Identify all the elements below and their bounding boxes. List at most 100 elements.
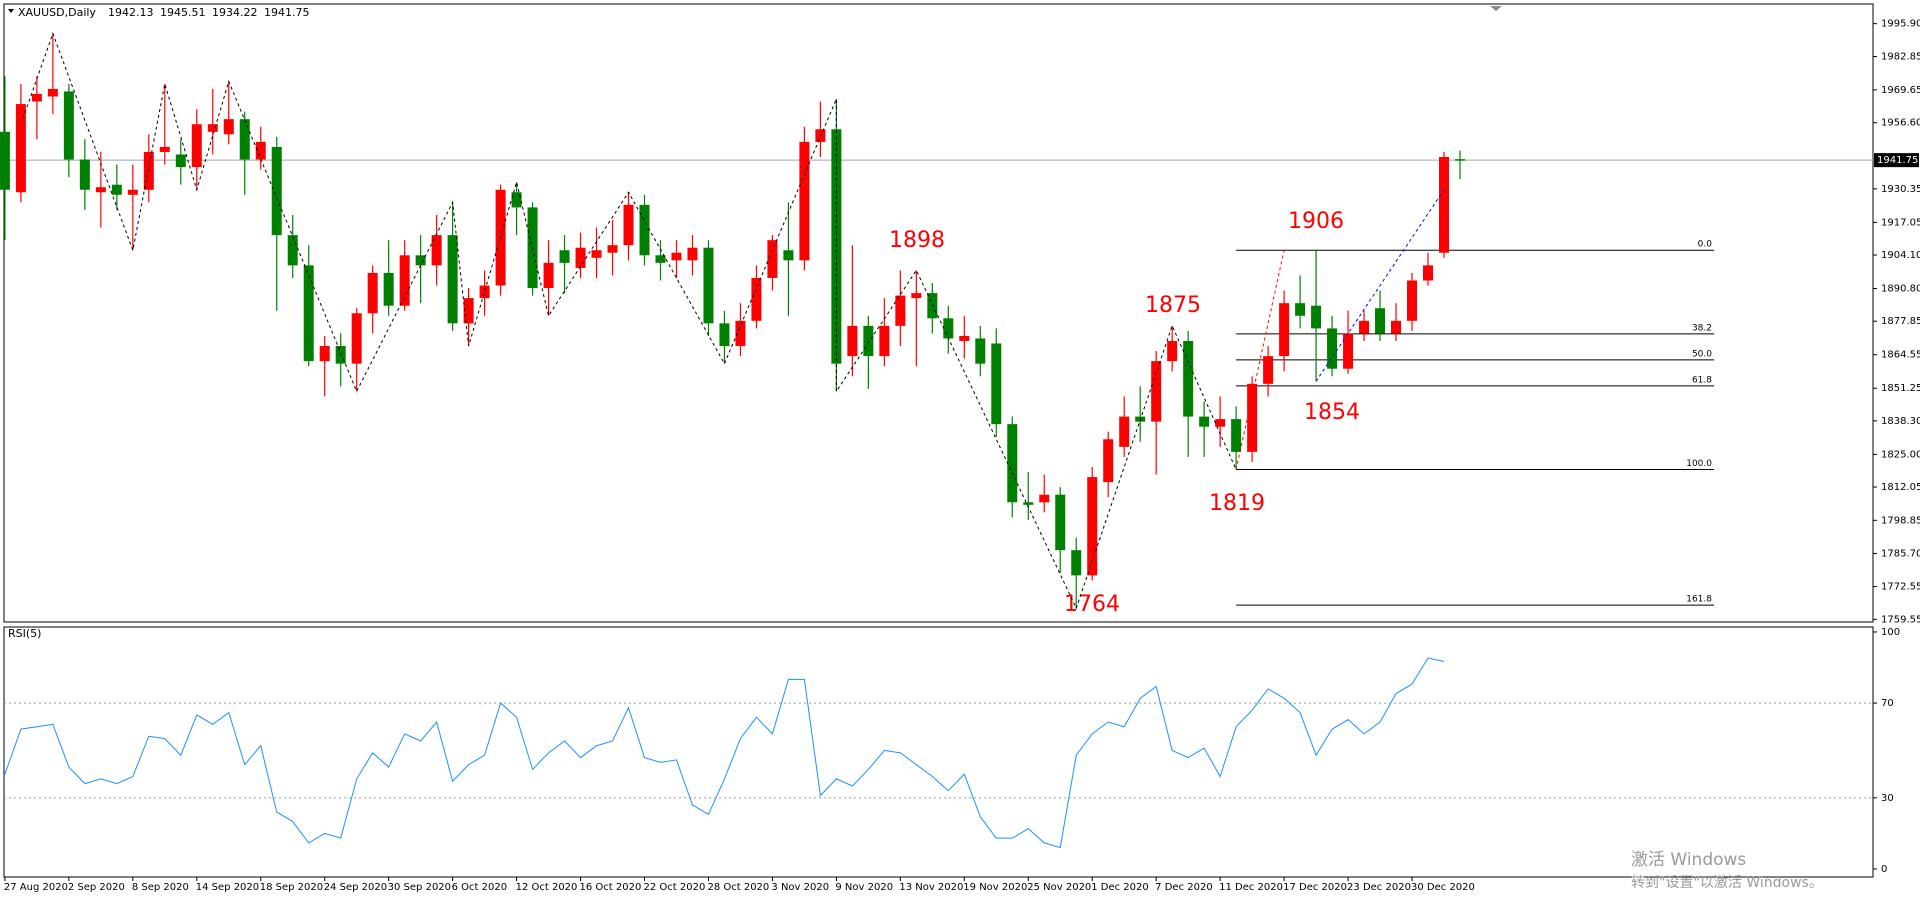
candle-body bbox=[1231, 419, 1242, 452]
candle-body bbox=[367, 272, 378, 314]
watermark: 激活 Windows bbox=[1631, 850, 1746, 870]
candle-body bbox=[0, 131, 10, 190]
candle-body bbox=[351, 313, 362, 364]
candle-body bbox=[319, 346, 330, 362]
candle-body bbox=[143, 151, 154, 190]
candle-body bbox=[623, 204, 634, 246]
candle-body bbox=[1215, 419, 1226, 427]
zigzag-line bbox=[20, 32, 1237, 610]
candle-body bbox=[303, 265, 314, 362]
candle-body bbox=[847, 325, 858, 357]
candle-body bbox=[863, 325, 874, 357]
fib-label: 38.2 bbox=[1692, 323, 1712, 333]
y-tick-label: 1930.35 bbox=[1881, 184, 1920, 195]
y-tick-label: 1982.85 bbox=[1881, 52, 1920, 63]
candle-body bbox=[1343, 333, 1354, 369]
candle-body bbox=[191, 124, 202, 168]
candle-body bbox=[399, 255, 410, 306]
candle-body bbox=[127, 189, 138, 195]
candle-body bbox=[559, 250, 570, 263]
y-tick-label: 1877.85 bbox=[1881, 316, 1920, 327]
x-tick-label: 24 Sep 2020 bbox=[324, 882, 387, 893]
annotation: 1819 bbox=[1209, 491, 1265, 516]
x-tick-label: 18 Sep 2020 bbox=[260, 882, 323, 893]
x-tick-label: 27 Aug 2020 bbox=[4, 882, 68, 893]
header-high: 1945.51 bbox=[160, 6, 206, 19]
candle-body bbox=[655, 255, 666, 263]
x-tick-label: 8 Sep 2020 bbox=[132, 882, 189, 893]
candle-body bbox=[671, 252, 682, 261]
candle-body bbox=[575, 247, 586, 268]
y-tick-label: 1759.55 bbox=[1881, 614, 1920, 625]
y-tick-label: 1772.55 bbox=[1881, 582, 1920, 593]
candle-body bbox=[511, 192, 522, 208]
candle-body bbox=[111, 184, 122, 195]
current-price-label: 1941.75 bbox=[1877, 155, 1918, 166]
x-tick-label: 12 Oct 2020 bbox=[516, 882, 578, 893]
candle-body bbox=[799, 141, 810, 261]
candle-body bbox=[1167, 340, 1178, 362]
candle-body bbox=[751, 277, 762, 321]
candle-body bbox=[15, 104, 26, 193]
candle-body bbox=[991, 343, 1002, 425]
rsi-tick-label: 100 bbox=[1881, 627, 1900, 638]
candle-body bbox=[463, 298, 474, 324]
fib-label: 50.0 bbox=[1692, 349, 1712, 359]
candle-body bbox=[1391, 320, 1402, 334]
candle-body bbox=[607, 245, 618, 253]
candle-body bbox=[783, 250, 794, 261]
candle-body bbox=[1311, 305, 1322, 329]
fib-label: 161.8 bbox=[1686, 595, 1712, 605]
candle-body bbox=[879, 325, 890, 357]
candle-body bbox=[335, 346, 346, 364]
x-tick-label: 30 Dec 2020 bbox=[1411, 882, 1475, 893]
candle-body bbox=[1199, 416, 1210, 427]
x-tick-label: 14 Sep 2020 bbox=[196, 882, 259, 893]
candle-body bbox=[223, 119, 234, 135]
candle-body bbox=[479, 285, 490, 299]
candle-body bbox=[1007, 424, 1018, 503]
x-tick-label: 30 Sep 2020 bbox=[388, 882, 451, 893]
candle-body bbox=[63, 91, 74, 160]
trend-line bbox=[1235, 250, 1285, 470]
x-tick-label: 6 Oct 2020 bbox=[452, 882, 507, 893]
candle-body bbox=[1263, 356, 1274, 384]
rsi-tick-label: 30 bbox=[1881, 793, 1894, 804]
collapse-icon[interactable] bbox=[8, 9, 14, 13]
rsi-pane bbox=[3, 626, 1874, 878]
x-tick-label: 7 Dec 2020 bbox=[1155, 882, 1213, 893]
y-tick-label: 1812.05 bbox=[1881, 482, 1920, 493]
candle-body bbox=[639, 204, 650, 256]
watermark: 转到"设置"以激活 Windows。 bbox=[1631, 874, 1823, 891]
y-tick-label: 1956.60 bbox=[1881, 118, 1920, 129]
candle-body bbox=[1055, 494, 1066, 551]
x-tick-label: 3 Nov 2020 bbox=[771, 882, 829, 893]
x-tick-label: 9 Nov 2020 bbox=[835, 882, 893, 893]
candle-body bbox=[31, 93, 42, 102]
y-tick-label: 1838.30 bbox=[1881, 416, 1920, 427]
candle-body bbox=[975, 338, 986, 364]
header-close: 1941.75 bbox=[264, 6, 310, 19]
header-open: 1942.13 bbox=[108, 6, 154, 19]
candle-body bbox=[1247, 383, 1258, 452]
y-tick-label: 1917.05 bbox=[1881, 217, 1920, 228]
candle-body bbox=[719, 323, 730, 347]
y-tick-label: 1864.55 bbox=[1881, 350, 1920, 361]
candle-body bbox=[943, 318, 954, 339]
candle-body bbox=[1295, 303, 1306, 316]
candle-body bbox=[1407, 280, 1418, 321]
x-tick-label: 25 Nov 2020 bbox=[1027, 882, 1091, 893]
candle-body bbox=[1103, 439, 1114, 483]
y-tick-label: 1995.90 bbox=[1881, 19, 1920, 30]
fib-label: 100.0 bbox=[1686, 459, 1712, 469]
header-low: 1934.22 bbox=[212, 6, 258, 19]
candle-body bbox=[95, 187, 106, 193]
candle-body bbox=[79, 159, 90, 190]
candle-body bbox=[255, 141, 266, 160]
candle-body bbox=[431, 235, 442, 266]
y-tick-label: 1825.00 bbox=[1881, 449, 1920, 460]
x-tick-label: 16 Oct 2020 bbox=[580, 882, 642, 893]
y-tick-label: 1890.80 bbox=[1881, 284, 1920, 295]
fib-label: 0.0 bbox=[1698, 240, 1713, 250]
